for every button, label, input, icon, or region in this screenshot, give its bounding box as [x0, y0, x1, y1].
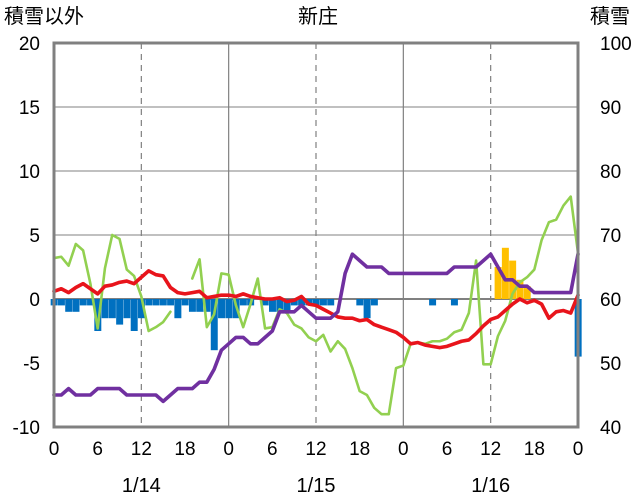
date-label: 1/14	[122, 475, 161, 497]
purple-line	[52, 252, 580, 404]
blue-bar	[137, 299, 145, 319]
x-tick-label: 12	[305, 439, 326, 460]
blue-bar	[57, 299, 65, 306]
left-tick-label: 20	[19, 34, 40, 55]
x-tick-label: 12	[131, 439, 152, 460]
left-tick-label: 0	[29, 290, 40, 311]
left-tick-label: -10	[13, 418, 40, 439]
blue-bar	[225, 299, 233, 319]
orange-bar	[494, 267, 502, 299]
right-tick-label: 50	[600, 354, 621, 375]
blue-bar	[87, 299, 95, 306]
blue-bar	[239, 299, 247, 306]
blue-bar	[429, 299, 437, 306]
blue-bar	[261, 299, 269, 306]
blue-bar	[72, 299, 80, 312]
orange-bar	[523, 286, 531, 299]
blue-bar	[312, 299, 320, 306]
blue-bar	[65, 299, 73, 312]
blue-bar	[210, 299, 218, 351]
x-tick-label: 18	[174, 439, 195, 460]
blue-bar	[181, 299, 189, 306]
blue-bar	[356, 299, 364, 306]
blue-bar	[276, 299, 284, 312]
blue-bar	[218, 299, 226, 319]
x-tick-label: 0	[49, 439, 60, 460]
blue-bar	[290, 299, 298, 306]
blue-bar	[450, 299, 458, 306]
right-axis-title: 積雪	[590, 5, 630, 28]
orange-bar	[501, 247, 509, 299]
green-line	[52, 195, 580, 416]
blue-bar	[327, 299, 335, 306]
blue-bar	[370, 299, 378, 306]
blue-bar	[363, 299, 371, 319]
blue-bar	[159, 299, 167, 306]
blue-bar	[167, 299, 175, 306]
blue-bar	[145, 299, 153, 306]
right-tick-label: 100	[600, 34, 632, 55]
right-tick-label: 70	[600, 226, 621, 247]
blue-bar	[108, 299, 116, 319]
blue-bar	[196, 299, 204, 312]
blue-bar	[123, 299, 131, 319]
line-series	[52, 195, 580, 416]
left-tick-label: -5	[23, 354, 40, 375]
right-tick-label: 90	[600, 98, 621, 119]
blue-bar	[283, 299, 291, 312]
x-tick-label: 0	[573, 439, 584, 460]
blue-bar	[130, 299, 138, 331]
blue-bar	[152, 299, 160, 306]
blue-bar	[188, 299, 196, 312]
right-tick-label: 80	[600, 162, 621, 183]
left-axis-title: 積雪以外	[4, 5, 84, 28]
blue-bar	[116, 299, 124, 325]
x-tick-label: 0	[398, 439, 409, 460]
red-line	[52, 269, 580, 350]
blue-bar	[319, 299, 327, 306]
x-tick-label: 6	[442, 439, 453, 460]
blue-bar	[101, 299, 109, 319]
orange-bar	[516, 279, 524, 299]
x-tick-label: 18	[524, 439, 545, 460]
blue-bar	[203, 299, 211, 312]
blue-bar	[298, 299, 306, 306]
plot-frame	[52, 41, 580, 429]
date-label: 1/15	[297, 475, 336, 497]
right-tick-label: 40	[600, 418, 621, 439]
left-tick-label: 5	[29, 226, 40, 247]
plot-border	[52, 41, 580, 429]
left-tick-label: 10	[19, 162, 40, 183]
blue-bar	[174, 299, 182, 319]
blue-bar	[268, 299, 276, 312]
date-label: 1/16	[471, 475, 510, 497]
x-tick-label: 18	[349, 439, 370, 460]
right-tick-label: 60	[600, 290, 621, 311]
x-tick-label: 0	[223, 439, 234, 460]
blue-bar	[79, 299, 87, 306]
chart-title: 新庄	[298, 5, 338, 28]
left-tick-label: 15	[19, 98, 40, 119]
x-tick-label: 6	[267, 439, 278, 460]
x-tick-label: 12	[480, 439, 501, 460]
x-tick-label: 6	[92, 439, 103, 460]
blue-bar	[94, 299, 102, 331]
